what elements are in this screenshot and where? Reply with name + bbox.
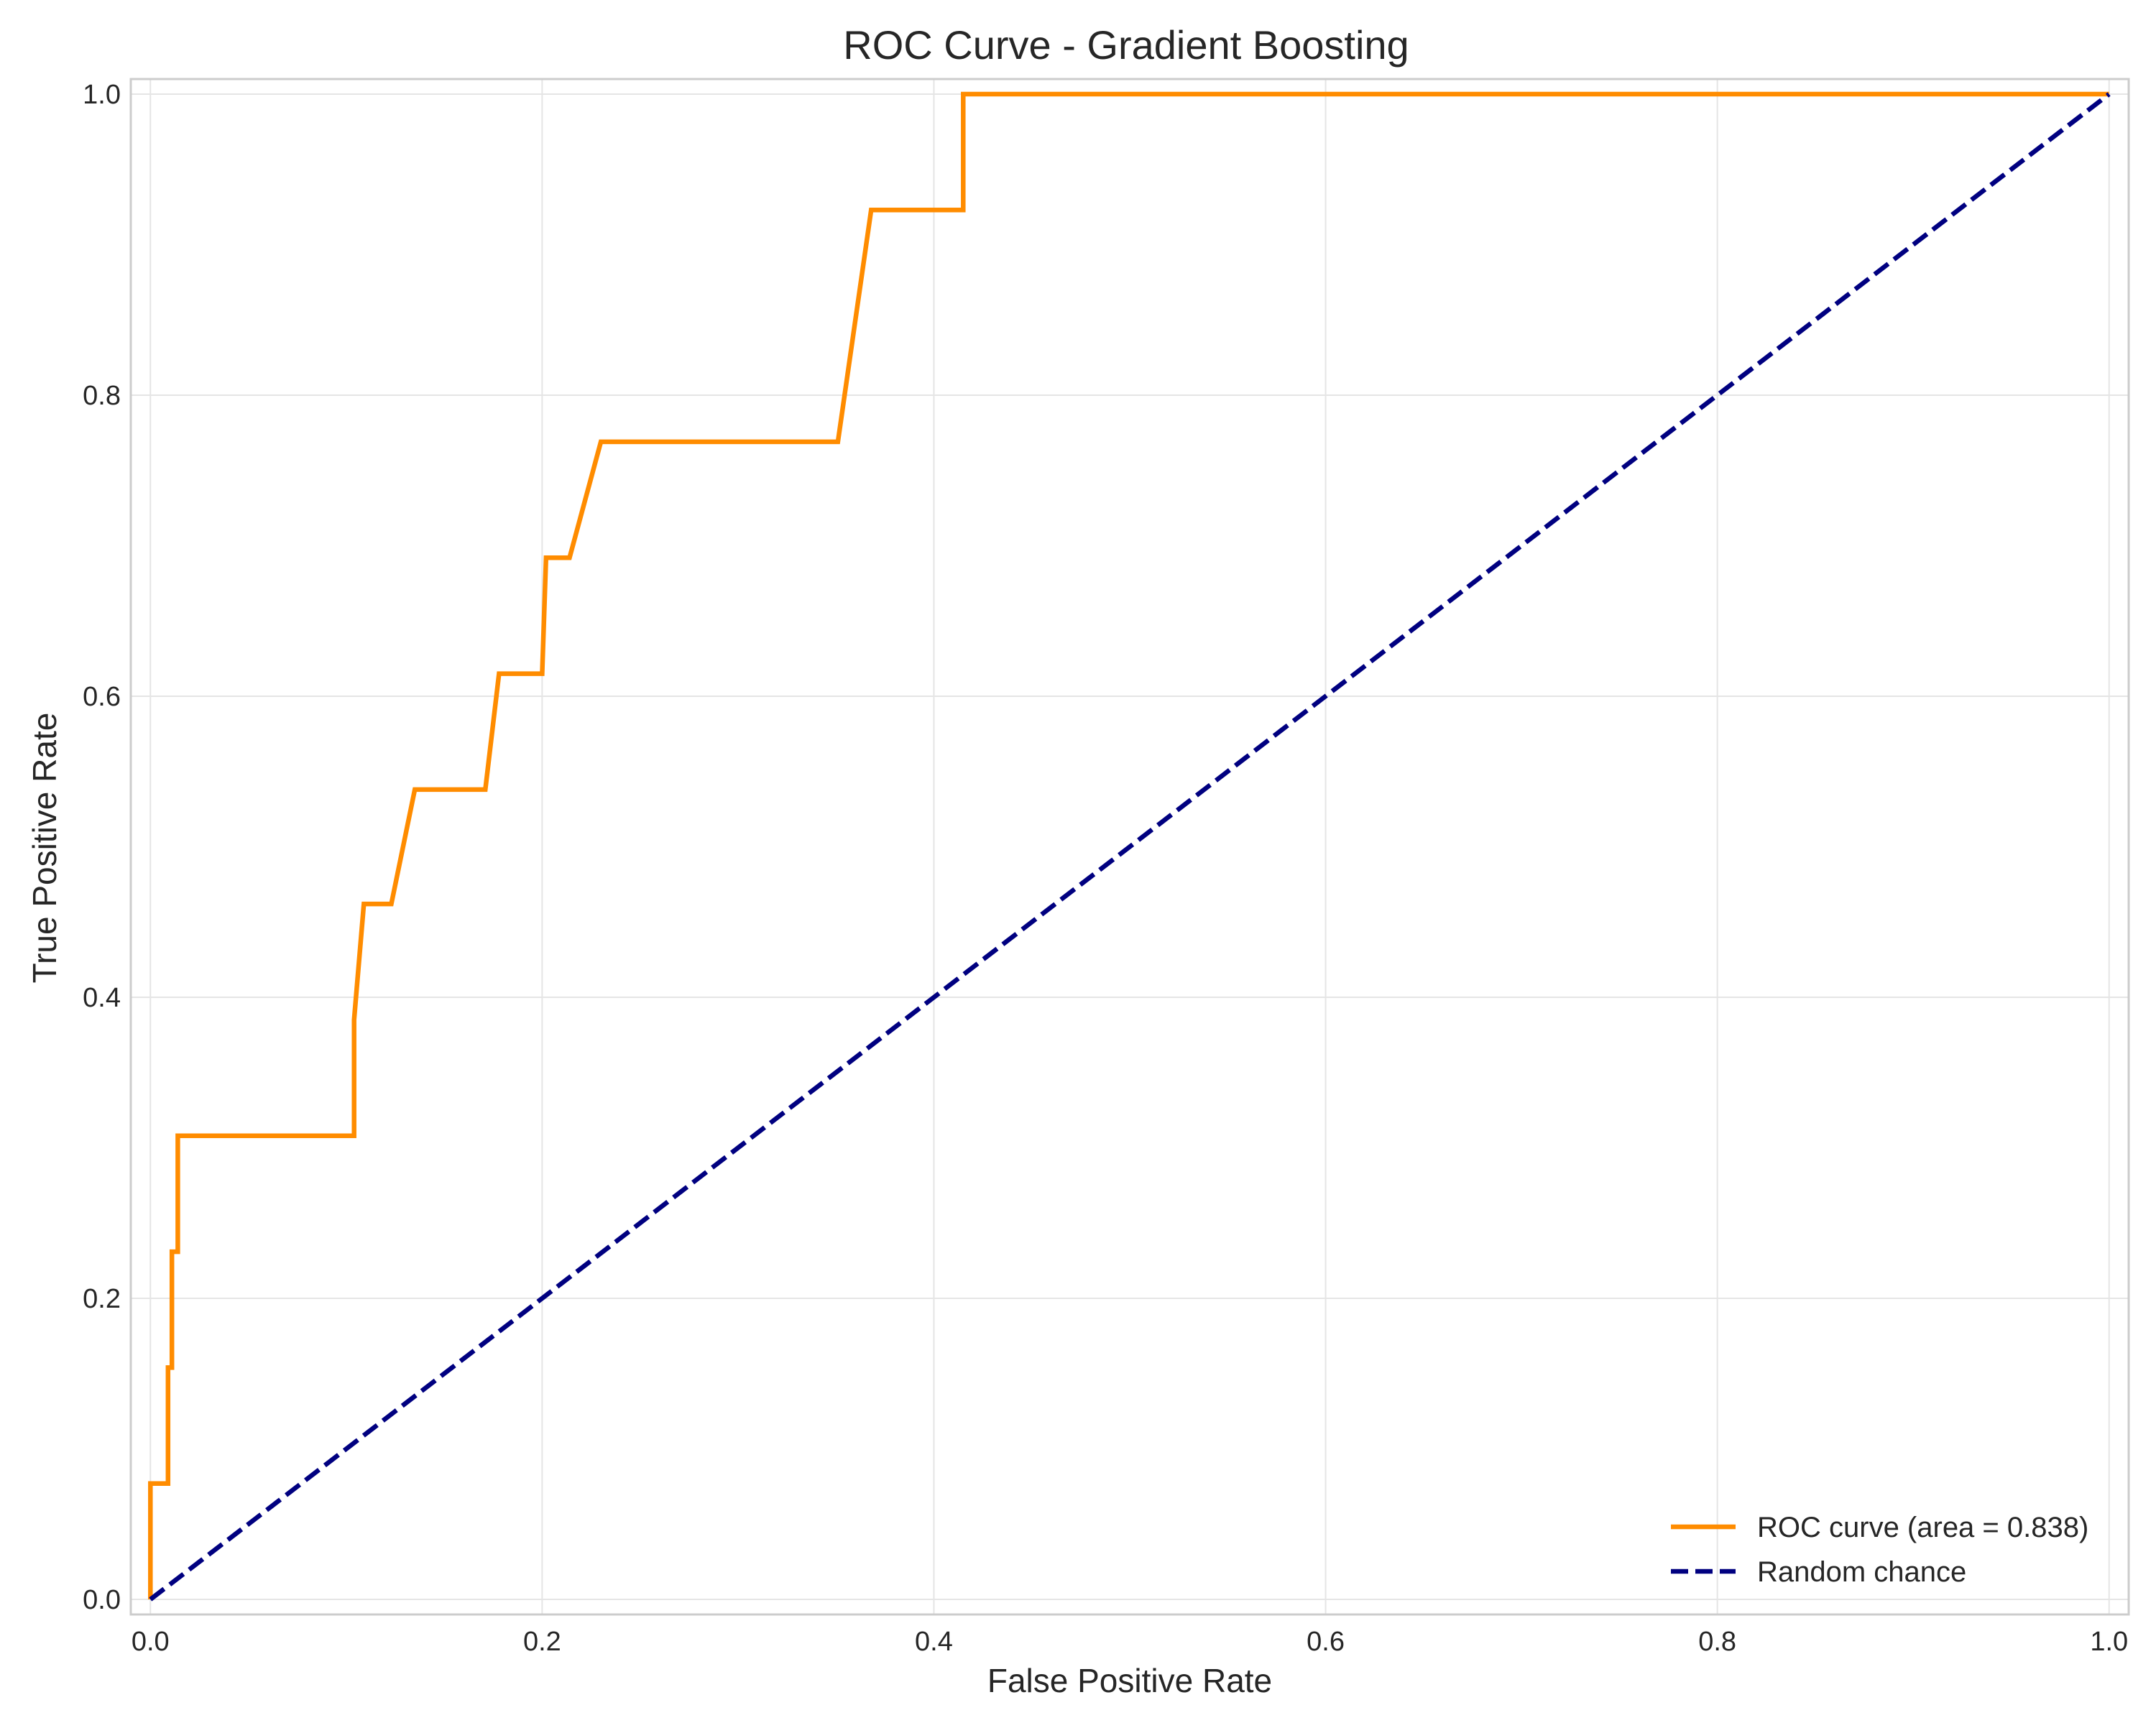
- legend: ROC curve (area = 0.838) Random chance: [1671, 1512, 2088, 1588]
- series-line-0: [148, 91, 2109, 1599]
- x-tick-label: 0.4: [915, 1627, 953, 1657]
- y-axis-title: True Positive Rate: [26, 713, 63, 984]
- chart-title: ROC Curve - Gradient Boosting: [843, 22, 1409, 68]
- series-layer: [148, 91, 2111, 1602]
- tick-labels: 0.0 0.2 0.4 0.6 0.8 1.0 0.0 0.2 0.4 0.6 0.8 1.0: [83, 80, 2128, 1657]
- grid: [131, 79, 2129, 1614]
- x-tick-label: 0.6: [1307, 1627, 1345, 1657]
- series-line-1: [149, 92, 2111, 1602]
- legend-label-1: Random chance: [1757, 1556, 1966, 1588]
- y-tick-label: 0.8: [83, 381, 121, 411]
- x-tick-label: 0.2: [523, 1627, 561, 1657]
- plot-frame: [129, 78, 2130, 1616]
- x-tick-label: 1.0: [2090, 1627, 2128, 1657]
- legend-label-0: ROC curve (area = 0.838): [1757, 1512, 2088, 1543]
- x-tick-label: 0.0: [132, 1627, 170, 1657]
- x-tick-label: 0.8: [1698, 1627, 1736, 1657]
- y-tick-label: 0.4: [83, 983, 121, 1013]
- y-tick-label: 0.0: [83, 1585, 121, 1615]
- y-tick-label: 1.0: [83, 80, 121, 110]
- x-axis-title: False Positive Rate: [987, 1662, 1272, 1699]
- y-tick-label: 0.2: [83, 1284, 121, 1314]
- y-tick-label: 0.6: [83, 682, 121, 712]
